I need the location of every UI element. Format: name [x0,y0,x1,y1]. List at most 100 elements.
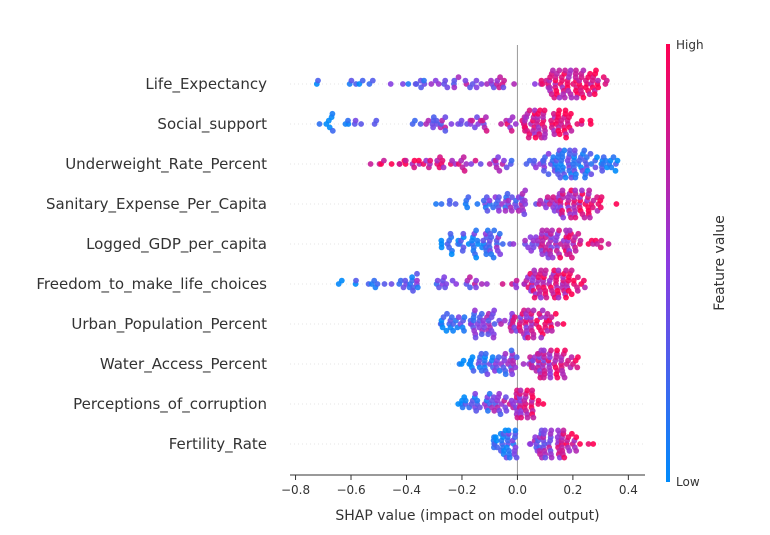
shap-point [542,454,549,461]
shap-point [560,214,567,221]
shap-point [541,167,547,174]
shap-point [414,270,420,277]
shap-point [562,347,568,354]
shap-point [550,110,557,117]
shap-point [588,171,595,178]
shap-point [568,174,575,181]
shap-point [581,214,588,221]
shap-point [533,164,539,171]
shap-point [582,174,588,181]
shap-point [581,277,587,284]
shap-point [497,251,504,258]
shap-point [423,157,430,164]
shap-point [548,314,555,321]
shap-point [498,121,504,127]
shap-point [574,287,581,294]
shap-point [409,274,415,281]
shap-point [448,121,455,127]
shap-point [555,294,562,301]
shap-point [581,147,588,154]
shap-point [502,371,509,378]
shap-point [410,287,416,294]
shap-point [480,317,487,324]
shap-point [352,117,359,124]
shap-point [568,127,575,134]
shap-point [473,254,480,261]
shap-point [549,327,555,334]
shap-point [538,334,545,341]
shap-point [453,281,460,287]
shap-point [467,284,473,291]
shap-point [561,454,568,461]
shap-point [526,157,533,164]
shap-point [473,77,480,84]
shap-point [510,241,517,247]
shap-point [531,294,538,301]
shap-point [316,121,323,127]
shap-point [614,157,621,164]
shap-point [544,310,551,317]
shap-point [508,207,515,214]
shap-point [486,197,493,204]
shap-point [427,157,434,164]
shap-point [574,364,581,371]
x-axis-title: SHAP value (impact on model output) [335,508,599,524]
shap-point [522,237,528,244]
feature-label: Water_Access_Percent [100,355,267,374]
shap-point [345,117,351,124]
shap-point [568,214,574,221]
x-tick-label: 0.2 [563,483,582,497]
feature-label: Social_support [157,115,267,134]
shap-point [599,167,606,174]
shap-point [584,167,591,174]
shap-point [315,77,321,84]
shap-point [402,277,409,284]
shap-point [374,281,381,287]
shap-point [405,81,412,87]
shap-point [329,127,336,134]
shap-point [569,254,575,261]
shap-point [550,67,556,74]
shap-point [562,107,569,114]
shap-point [462,397,469,404]
shap-point [521,211,528,218]
shap-point [508,157,515,164]
shap-point [566,227,573,234]
shap-point [473,277,480,284]
shap-point [588,161,595,167]
shap-point [494,444,501,451]
shap-point [487,230,493,237]
shap-point [460,154,467,161]
shap-point [512,121,519,127]
shap-point [545,171,552,178]
shap-point [443,281,450,287]
shap-point [520,361,527,367]
shap-point [534,317,540,324]
shap-point [492,434,499,441]
shap-point [578,117,585,124]
shap-point [478,281,485,287]
shap-point [388,281,395,287]
shap-point [524,414,531,421]
feature-label: Underweight_Rate_Percent [65,155,267,174]
shap-point [449,277,456,284]
shap-point [593,67,599,74]
shap-point [575,274,581,281]
shap-point [497,74,503,81]
shap-point [373,117,380,124]
shap-point [505,197,512,204]
feature-label: Perceptions_of_corruption [73,395,267,414]
shap-point [499,241,506,247]
shap-point [513,277,520,284]
shap-point [455,314,462,321]
shap-point [473,84,480,91]
shap-point [489,354,496,361]
shap-point [451,77,458,84]
feature-label: Fertility_Rate [169,435,267,454]
shap-point [511,314,518,321]
shap-point [582,284,588,291]
shap-point [448,251,455,258]
shap-point [460,357,467,364]
colorbar-title: Feature value [712,215,728,311]
shap-point [499,281,506,287]
